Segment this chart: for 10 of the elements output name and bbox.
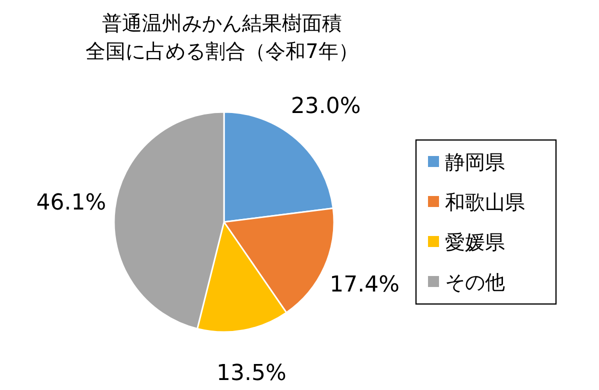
legend-label: 愛媛県 bbox=[445, 230, 505, 254]
data-label: 23.0% bbox=[290, 94, 361, 119]
data-label: 46.1% bbox=[36, 190, 106, 216]
chart-title: 普通温州みかん結果樹面積 bbox=[102, 11, 342, 35]
legend-label: 和歌山県 bbox=[445, 190, 525, 214]
legend-label: 静岡県 bbox=[445, 150, 505, 174]
data-label: 17.4% bbox=[330, 272, 400, 298]
legend-label: その他 bbox=[445, 270, 505, 294]
data-label: 13.5% bbox=[216, 361, 286, 386]
chart-subtitle: 全国に占める割合（令和7年） bbox=[86, 39, 358, 63]
